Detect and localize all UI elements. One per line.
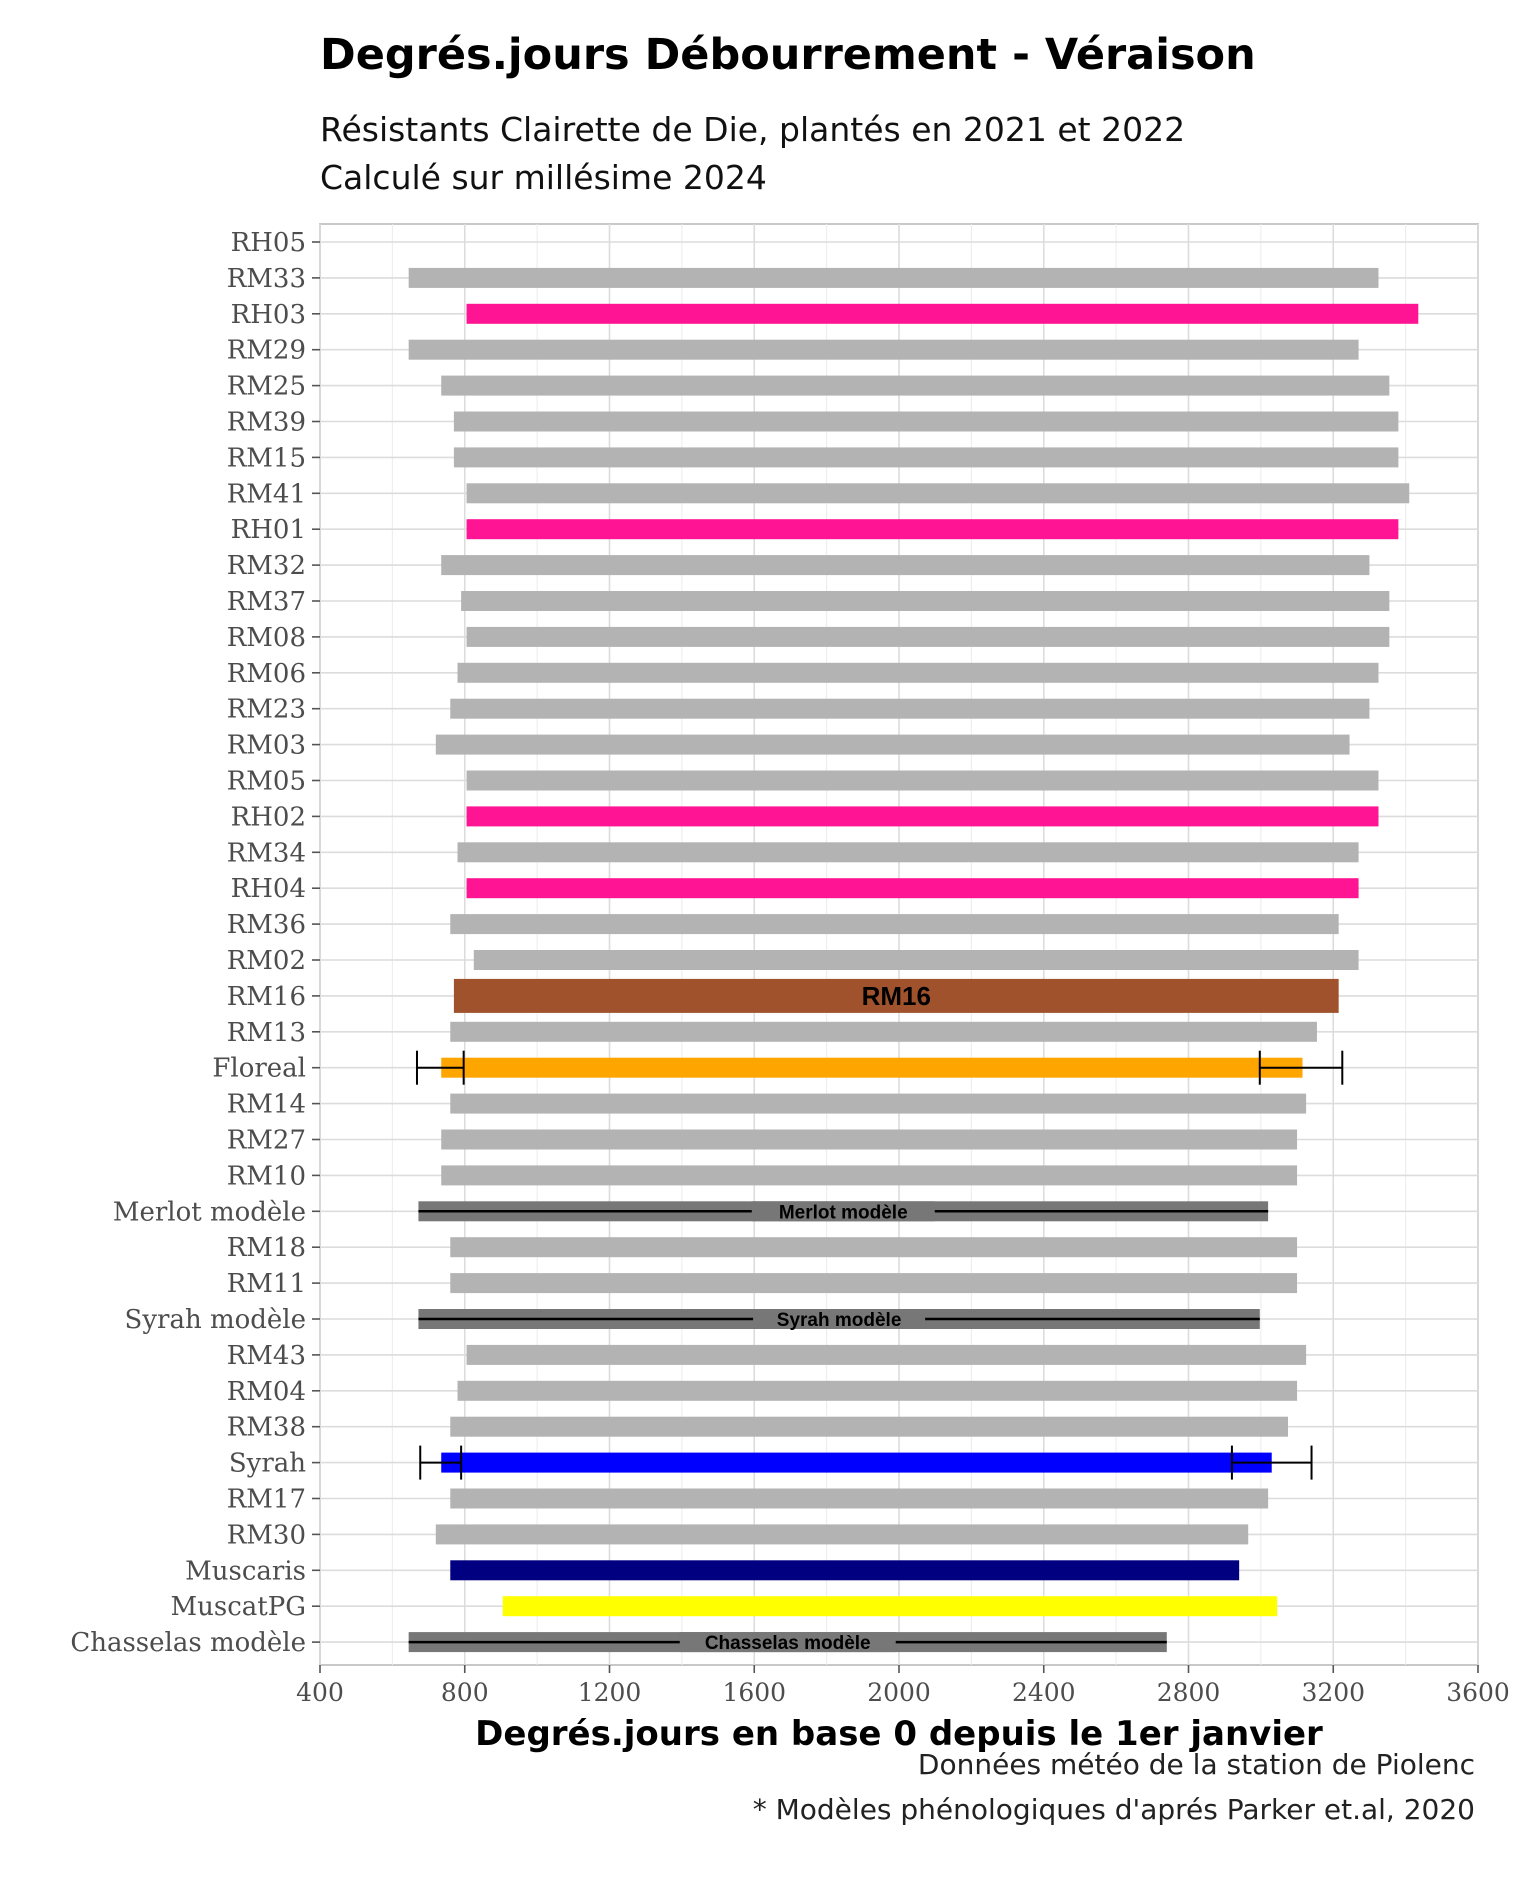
label-background (751, 1201, 935, 1222)
x-tick-label: 3600 (1446, 1678, 1510, 1707)
y-tick-label: RM14 (227, 1090, 306, 1120)
bar-rm34 (457, 842, 1359, 863)
bar-rm38 (450, 1416, 1289, 1437)
chart-title: Degrés.jours Débourrement - Véraison (320, 30, 1256, 80)
x-tick-label: 2400 (1012, 1678, 1076, 1707)
y-tick-label: RM30 (227, 1520, 306, 1550)
bar-inner-label: RM16 (862, 981, 931, 1011)
y-tick-label: RM15 (227, 443, 306, 473)
bar-muscaris (450, 1560, 1240, 1581)
y-tick-label: RM05 (227, 767, 306, 797)
bar-rm23 (450, 698, 1370, 719)
bar-rh03 (466, 303, 1419, 324)
y-tick-label: RM38 (227, 1413, 306, 1443)
bar-floreal (441, 1057, 1303, 1078)
y-tick-label: Muscaris (185, 1556, 306, 1586)
x-tick-label: 3200 (1301, 1678, 1365, 1707)
bar-rm13 (450, 1021, 1317, 1042)
y-tick-label: RM16 (227, 982, 306, 1012)
bar-rm05 (466, 770, 1379, 791)
bar-rm36 (450, 914, 1339, 935)
bar-rm27 (441, 1129, 1298, 1150)
y-tick-label: RH04 (231, 874, 306, 904)
bar-rm10 (441, 1165, 1298, 1186)
caption-model-source: * Modèles phénologiques d'aprés Parker e… (752, 1793, 1475, 1826)
y-tick-label: RM34 (227, 838, 306, 868)
bar-rm14 (450, 1093, 1307, 1114)
x-tick-label: 800 (441, 1678, 489, 1707)
x-tick-label: 2000 (867, 1678, 931, 1707)
bar-rm41 (466, 483, 1410, 504)
y-tick-label: RM03 (227, 731, 306, 761)
y-tick-label: RM08 (227, 623, 306, 653)
x-tick-label: 2800 (1157, 1678, 1221, 1707)
y-tick-label: RM04 (227, 1377, 306, 1407)
bar-rm02 (473, 950, 1359, 970)
bar-muscatpg (502, 1596, 1278, 1617)
y-tick-label: Merlot modèle (113, 1197, 306, 1227)
y-tick-label: RM02 (227, 946, 306, 976)
x-tick-label: 1600 (722, 1678, 786, 1707)
y-tick-label: MuscatPG (171, 1592, 306, 1622)
y-tick-label: RH02 (231, 802, 306, 832)
label-background (679, 1632, 896, 1653)
bar-syrah (441, 1452, 1272, 1473)
bar-rm04 (457, 1380, 1298, 1401)
x-tick-label: 1200 (578, 1678, 642, 1707)
bar-rm16 (453, 978, 1339, 1013)
bar-rm25 (441, 375, 1390, 396)
y-tick-label: RM43 (227, 1341, 306, 1371)
y-tick-label: RM06 (227, 659, 306, 689)
bar-inner-label: Syrah modèle (777, 1310, 902, 1331)
y-tick-label: RM37 (227, 587, 306, 617)
y-tick-label: RM39 (227, 408, 306, 438)
bar-rm17 (450, 1488, 1269, 1509)
y-tick-label: RM13 (227, 1018, 306, 1048)
bar-rm30 (435, 1524, 1249, 1545)
caption-weather-source: Données météo de la station de Piolenc (917, 1748, 1475, 1781)
y-tick-label: RM33 (227, 264, 306, 294)
bar-rm03 (435, 734, 1350, 755)
y-tick-label: RM32 (227, 551, 306, 581)
bar-rm18 (450, 1237, 1298, 1258)
y-tick-label: Chasselas modèle (70, 1628, 306, 1658)
bar-rm33 (408, 267, 1379, 288)
bar-rm37 (461, 591, 1390, 611)
chart-subtitle-line-2: Calculé sur millésime 2024 (320, 158, 767, 197)
bar-rm08 (466, 626, 1390, 647)
y-tick-label: RM29 (227, 336, 306, 366)
y-tick-label: RM17 (227, 1485, 306, 1515)
y-tick-label: RH03 (231, 300, 306, 330)
y-tick-label: RM36 (227, 910, 306, 940)
bar-inner-label: Merlot modèle (779, 1202, 908, 1223)
x-tick-label: 400 (296, 1678, 344, 1707)
label-background (753, 1309, 926, 1329)
y-tick-label: Syrah modèle (125, 1305, 306, 1335)
bar-rh01 (466, 519, 1399, 540)
y-tick-label: Floreal (212, 1054, 306, 1084)
y-tick-label: RH01 (231, 515, 306, 545)
bar-rh04 (466, 878, 1359, 899)
y-tick-label: RM27 (227, 1126, 306, 1156)
chart-subtitle-line-1: Résistants Clairette de Die, plantés en … (320, 110, 1186, 149)
bar-rm15 (453, 447, 1399, 468)
bar-rm43 (466, 1344, 1307, 1365)
bar-rm06 (457, 662, 1379, 683)
bar-rm11 (450, 1273, 1298, 1294)
y-tick-label: RM23 (227, 695, 306, 725)
y-tick-label: RM41 (227, 479, 306, 509)
y-tick-label: RM11 (227, 1269, 306, 1299)
y-tick-label: RH05 (231, 228, 306, 258)
bar-rm29 (408, 339, 1359, 360)
y-tick-label: RM10 (227, 1161, 306, 1191)
bar-inner-label: Chasselas modèle (705, 1633, 871, 1654)
bar-rm39 (453, 411, 1399, 432)
y-tick-label: RM25 (227, 372, 306, 402)
bar-rm32 (441, 555, 1370, 576)
y-tick-label: RM18 (227, 1233, 306, 1263)
bar-rh02 (466, 806, 1379, 827)
y-tick-label: Syrah (229, 1449, 306, 1479)
x-axis-title: Degrés.jours en base 0 depuis le 1er jan… (475, 1714, 1323, 1754)
